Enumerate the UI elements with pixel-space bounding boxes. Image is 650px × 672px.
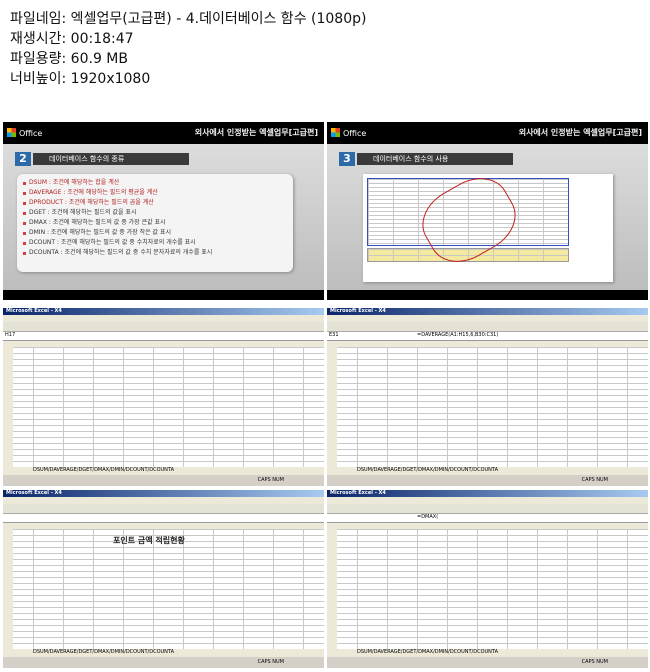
thumbnail: Office 외사에서 인정받는 엑셀업무[고급편] 2 데이터베이스 함수의 종류 D… — [3, 122, 324, 300]
status-bar: CAPS NUM — [3, 475, 324, 486]
header-line: 파일네임: 엑셀업무(고급편) - 4.데이터베이스 함수 (1080p) — [10, 11, 367, 27]
row-header — [3, 523, 13, 649]
table-grid — [367, 178, 569, 246]
formula: =DAVERAGE(A1:H15,6,B30:C31) — [417, 332, 499, 338]
brand: 외사에서 인정받는 엑셀업무[고급편] — [518, 128, 642, 137]
logo-text: Office — [343, 129, 367, 138]
thumbnail: Microsoft Excel - X4 H17 DSUM/DAVERAGE/DGE… — [3, 308, 324, 486]
slide-number: 2 — [15, 152, 31, 166]
slide-body: 3 데이터베이스 함수의 사용 — [327, 144, 648, 290]
slide-number: 3 — [339, 152, 355, 166]
row-header — [3, 341, 13, 467]
bullet-dot — [23, 212, 26, 215]
header-line: 너비높이: 1920x1080 — [10, 71, 151, 87]
toolbar — [327, 322, 648, 332]
column-header — [3, 523, 324, 529]
sheet-title: 포인트 금액 적립현황 — [113, 536, 185, 545]
name-box: E31 — [329, 332, 339, 338]
bullet-dot — [23, 232, 26, 235]
sheet-grid: 포인트 금액 적립현황 — [3, 523, 324, 649]
sheet-tabs: DSUM/DAVERAGE/DGET/DMAX/DMIN/DCOUNT/DCOU… — [3, 649, 324, 657]
title-bar: Microsoft Excel - X4 — [3, 308, 324, 315]
bullet-text: DMAX : 조건에 해당하는 필드의 값 중 가장 큰값 표시 — [29, 219, 166, 226]
name-box: H17 — [5, 332, 16, 338]
sheet-tabs: DSUM/DAVERAGE/DGET/DMAX/DMIN/DCOUNT/DCOU… — [327, 649, 648, 657]
formula-bar: H17 — [3, 332, 324, 341]
logo-text: Office — [19, 129, 43, 138]
sheet-grid — [327, 523, 648, 649]
bullet-dot — [23, 182, 26, 185]
thumbnail: Microsoft Excel - X4 포인트 금액 적립현황 DSUM/DAVE… — [3, 490, 324, 668]
bullet-text: DCOUNTA : 조건에 해당하는 필드의 값 중 수치 문자자료의 개수를 … — [29, 249, 213, 256]
logo-mark — [7, 128, 16, 137]
title-bar: Microsoft Excel - X4 — [327, 308, 648, 315]
bullet-dot — [23, 202, 26, 205]
menu-bar — [3, 497, 324, 504]
bullet-text: DPRODUCT : 조건에 해당하는 필드의 곱을 계산 — [29, 199, 154, 206]
formula: =DMAX( — [417, 514, 439, 520]
logo-mark — [331, 128, 340, 137]
header-line: 재생시간: 00:18:47 — [10, 31, 134, 47]
title-bar: Microsoft Excel - X4 — [327, 490, 648, 497]
bullet-text: DGET : 조건에 해당하는 필드의 값을 표시 — [29, 209, 137, 216]
toolbar — [327, 504, 648, 514]
bullet-text: DAVERAGE : 조건에 해당하는 필드의 평균을 계산 — [29, 189, 158, 196]
menu-bar — [327, 497, 648, 504]
column-header — [3, 341, 324, 347]
bullet-dot — [23, 242, 26, 245]
bullet-dot — [23, 222, 26, 225]
formula-bar: =DMAX( — [327, 514, 648, 523]
slide-title: 데이터베이스 함수의 종류 — [33, 153, 189, 165]
bullet-dot — [23, 192, 26, 195]
row-header — [327, 523, 337, 649]
thumbnail: Microsoft Excel - X4 E31 =DAVERAGE(A1:H15,… — [327, 308, 648, 486]
sheet-grid — [327, 341, 648, 467]
title-bar: Microsoft Excel - X4 — [3, 490, 324, 497]
condition-grid — [367, 248, 569, 262]
toolbar — [3, 504, 324, 514]
bullet-box: DSUM : 조건에 해당하는 합을 계산 DAVERAGE : 조건에 해당하는… — [17, 174, 293, 272]
menu-bar — [327, 315, 648, 322]
bullet-text: DCOUNT : 조건에 해당하는 필드의 값 중 수치자료의 개수를 표시 — [29, 239, 196, 246]
status-bar: CAPS NUM — [327, 657, 648, 668]
thumbnail: Office 외사에서 인정받는 엑셀업무[고급편] 3 데이터베이스 함수의 사용 — [327, 122, 648, 300]
header-line: 파일용량: 60.9 MB — [10, 51, 128, 67]
slide-title: 데이터베이스 함수의 사용 — [357, 153, 513, 165]
sheet-image — [363, 165, 613, 282]
brand: 외사에서 인정받는 엑셀업무[고급편] — [194, 128, 318, 137]
thumbnail: Microsoft Excel - X4 =DMAX( DSUM/DAVERAGE/… — [327, 490, 648, 668]
sheet-tabs: DSUM/DAVERAGE/DGET/DMAX/DMIN/DCOUNT/DCOU… — [327, 467, 648, 475]
slide-body: 2 데이터베이스 함수의 종류 DSUM : 조건에 해당하는 합을 계산 DAVER… — [3, 144, 324, 290]
sheet-grid — [3, 341, 324, 467]
sheet-tabs: DSUM/DAVERAGE/DGET/DMAX/DMIN/DCOUNT/DCOU… — [3, 467, 324, 475]
bullet-text: DMIN : 조건에 해당하는 필드의 값 중 가장 작은 값 표시 — [29, 229, 172, 236]
menu-bar — [3, 315, 324, 322]
formula-bar: E31 =DAVERAGE(A1:H15,6,B30:C31) — [327, 332, 648, 341]
bullet-dot — [23, 252, 26, 255]
row-header — [327, 341, 337, 467]
bullet-text: DSUM : 조건에 해당하는 합을 계산 — [29, 179, 120, 186]
toolbar — [3, 322, 324, 332]
column-header — [327, 523, 648, 529]
status-bar: CAPS NUM — [327, 475, 648, 486]
formula-bar — [3, 514, 324, 523]
status-bar: CAPS NUM — [3, 657, 324, 668]
column-header — [327, 341, 648, 347]
